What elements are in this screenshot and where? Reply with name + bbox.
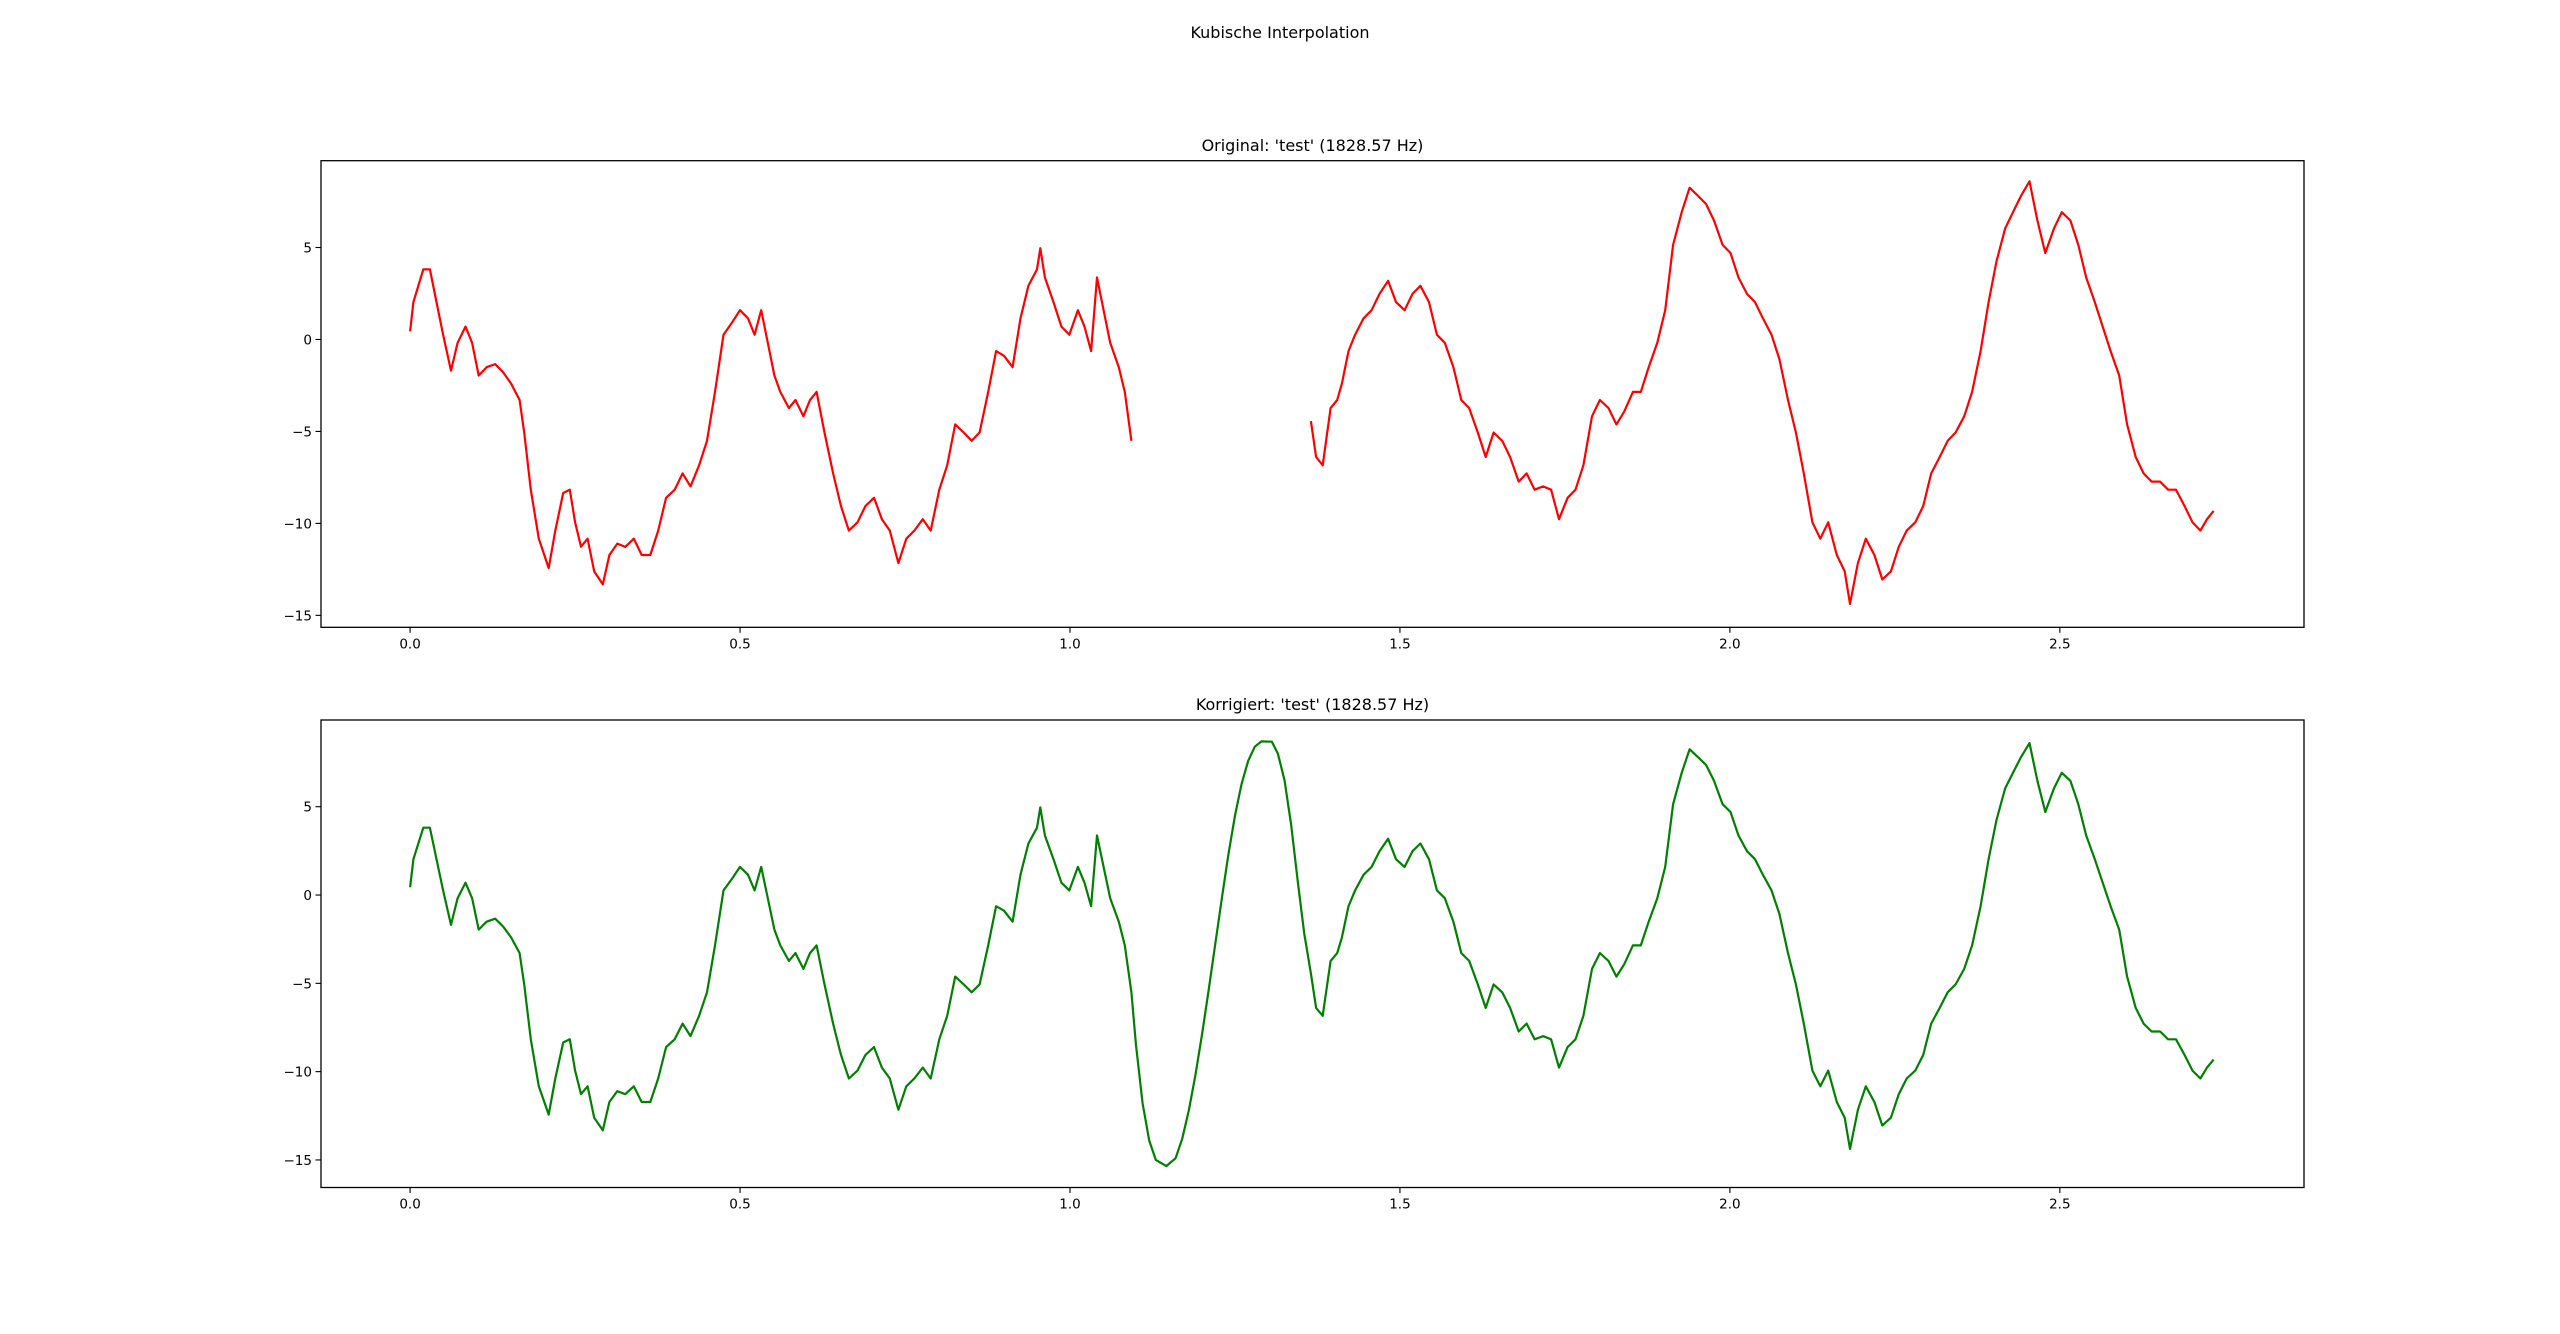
x-tick-label: 1.0 [1059, 636, 1080, 652]
y-tick-label: −5 [292, 976, 312, 992]
y-tick-label: −15 [284, 1153, 313, 1169]
y-tick-label: −15 [284, 608, 313, 624]
y-tick-label: −10 [284, 1065, 313, 1081]
x-tick-label: 1.5 [1389, 636, 1410, 652]
y-tick-label: −5 [292, 424, 312, 440]
top-axes-original: 0.0 0.5 1.0 1.5 2.0 2.5 5 0 −5 −10 −15 [284, 160, 2305, 652]
y-tick-label: 0 [303, 332, 312, 348]
x-tick-label: 0.5 [729, 1197, 750, 1213]
x-tick-label: 2.0 [1719, 1197, 1740, 1213]
original-signal-line [1309, 180, 2215, 606]
original-signal-line [409, 247, 1133, 586]
y-tick-label: 5 [303, 241, 312, 257]
bottom-axes-title: Korrigiert: 'test' (1828.57 Hz) [1195, 695, 1430, 714]
x-tick-label: 1.5 [1389, 1197, 1410, 1213]
x-tick-label: 1.0 [1059, 1197, 1080, 1213]
x-tick-label: 0.0 [399, 636, 420, 652]
y-tick-label: −10 [284, 516, 313, 532]
figure-suptitle: Kubische Interpolation [1190, 23, 1370, 42]
corrected-signal-line [409, 740, 2215, 1168]
x-tick-label: 0.0 [399, 1197, 420, 1213]
x-tick-label: 2.5 [2049, 636, 2070, 652]
bottom-axes-corrected: 0.0 0.5 1.0 1.5 2.0 2.5 5 0 −5 −10 −15 [284, 719, 2305, 1213]
x-tick-label: 2.5 [2049, 1197, 2070, 1213]
top-axes-title: Original: 'test' (1828.57 Hz) [1201, 135, 1424, 155]
axes-frame [320, 160, 2305, 628]
axes-frame [320, 719, 2305, 1189]
x-tick-label: 0.5 [729, 636, 750, 652]
y-tick-label: 5 [303, 800, 312, 816]
x-tick-label: 2.0 [1719, 636, 1740, 652]
y-tick-label: 0 [303, 888, 312, 904]
